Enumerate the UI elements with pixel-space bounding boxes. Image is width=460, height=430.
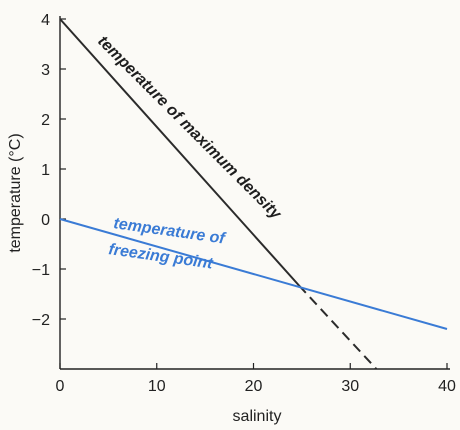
y-tick-label: 3 bbox=[41, 62, 50, 79]
x-axis-title: salinity bbox=[233, 408, 282, 425]
y-tick-label: −1 bbox=[32, 262, 50, 279]
x-tick-label: 30 bbox=[341, 378, 359, 395]
series-layer bbox=[59, 18, 448, 370]
x-tick-label: 40 bbox=[438, 378, 456, 395]
y-tick-label: 1 bbox=[41, 162, 50, 179]
freezing-point-label-line2: freezing point bbox=[107, 241, 214, 273]
x-tick-label: 10 bbox=[148, 378, 166, 395]
freezing-point-label-line1: temperature of bbox=[112, 215, 227, 248]
max-density-label: temperature of maximum density bbox=[94, 33, 285, 224]
y-tick-label: 0 bbox=[41, 212, 50, 229]
x-tick-label: 20 bbox=[245, 378, 263, 395]
max-density-dashed-extension bbox=[298, 284, 378, 370]
y-tick-label: 4 bbox=[41, 12, 50, 29]
x-tick-label: 0 bbox=[56, 378, 65, 395]
y-tick-label: 2 bbox=[41, 112, 50, 129]
y-axis-title: temperature (°C) bbox=[7, 133, 24, 252]
max-density-line bbox=[59, 18, 300, 287]
y-tick-label: −2 bbox=[32, 312, 50, 329]
freezing-point-line bbox=[59, 218, 448, 330]
